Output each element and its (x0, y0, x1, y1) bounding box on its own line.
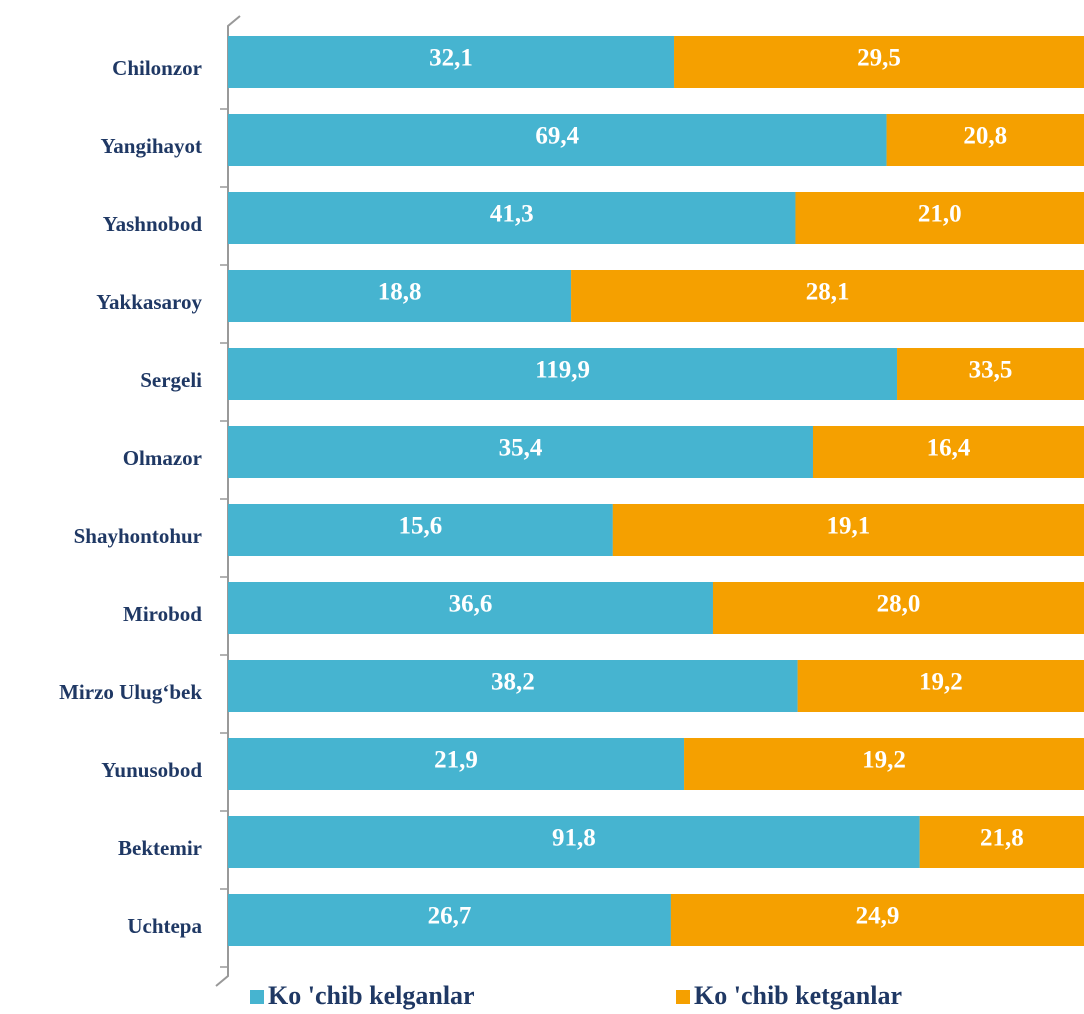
value-label: 38,2 (491, 669, 535, 696)
bar-shade (797, 660, 1084, 712)
bar-shade (228, 894, 671, 946)
bar-shade (674, 36, 1084, 88)
value-label: 36,6 (449, 591, 493, 618)
bar-shade (228, 114, 887, 166)
bar-shade (886, 114, 1084, 166)
bar-shade (612, 504, 1084, 556)
value-label: 29,5 (857, 45, 901, 72)
bar-shade (228, 36, 675, 88)
bar-shade (228, 426, 813, 478)
bar-shade (897, 348, 1084, 400)
category-label: Uchtepa (127, 914, 202, 938)
value-label: 21,8 (980, 825, 1024, 852)
value-label: 69,4 (535, 123, 579, 150)
value-label: 32,1 (429, 45, 473, 72)
value-label: 35,4 (499, 435, 543, 462)
value-label: 18,8 (378, 279, 422, 306)
bar-shade (228, 348, 898, 400)
bar-shade (670, 894, 1084, 946)
bar-shade (228, 504, 613, 556)
bar-shade (795, 192, 1084, 244)
category-label: Yashnobod (103, 212, 203, 236)
category-label: Yunusobod (101, 758, 202, 782)
bar-shade (684, 738, 1084, 790)
legend-swatch (250, 990, 264, 1004)
value-label: 16,4 (927, 435, 971, 462)
value-label: 33,5 (969, 357, 1013, 384)
bar-shade (228, 192, 796, 244)
value-label: 28,0 (877, 591, 921, 618)
category-label: Chilonzor (112, 56, 202, 80)
value-label: 91,8 (552, 825, 596, 852)
bar-shade (228, 738, 685, 790)
category-label: Mirzo Ulug‘bek (59, 680, 202, 704)
bar-shade (712, 582, 1084, 634)
value-label: 15,6 (399, 513, 443, 540)
category-label: Mirobod (123, 602, 202, 626)
value-label: 19,2 (919, 669, 963, 696)
category-label: Sergeli (140, 368, 202, 392)
value-label: 21,0 (918, 201, 962, 228)
bar-shade (571, 270, 1084, 322)
axis-line (215, 15, 241, 987)
legend-label: Ko 'chib kelganlar (268, 981, 475, 1010)
bar-shade (228, 582, 713, 634)
value-label: 26,7 (428, 903, 472, 930)
value-label: 28,1 (806, 279, 850, 306)
value-label: 24,9 (856, 903, 900, 930)
category-label: Yakkasaroy (96, 290, 202, 314)
bar-shade (228, 270, 572, 322)
bar-shade (919, 816, 1084, 868)
value-label: 21,9 (434, 747, 478, 774)
value-label: 19,2 (862, 747, 906, 774)
bar-shade (812, 426, 1084, 478)
value-label: 20,8 (963, 123, 1007, 150)
value-label: 41,3 (490, 201, 534, 228)
category-label: Bektemir (118, 836, 202, 860)
bar-shade (228, 816, 920, 868)
category-label: Yangihayot (100, 134, 202, 158)
category-label: Shayhontohur (74, 524, 202, 548)
legend-swatch (676, 990, 690, 1004)
category-label: Olmazor (123, 446, 202, 470)
bar-shade (228, 660, 798, 712)
value-label: 119,9 (535, 357, 590, 384)
value-label: 19,1 (827, 513, 871, 540)
legend-label: Ko 'chib ketganlar (694, 981, 902, 1010)
